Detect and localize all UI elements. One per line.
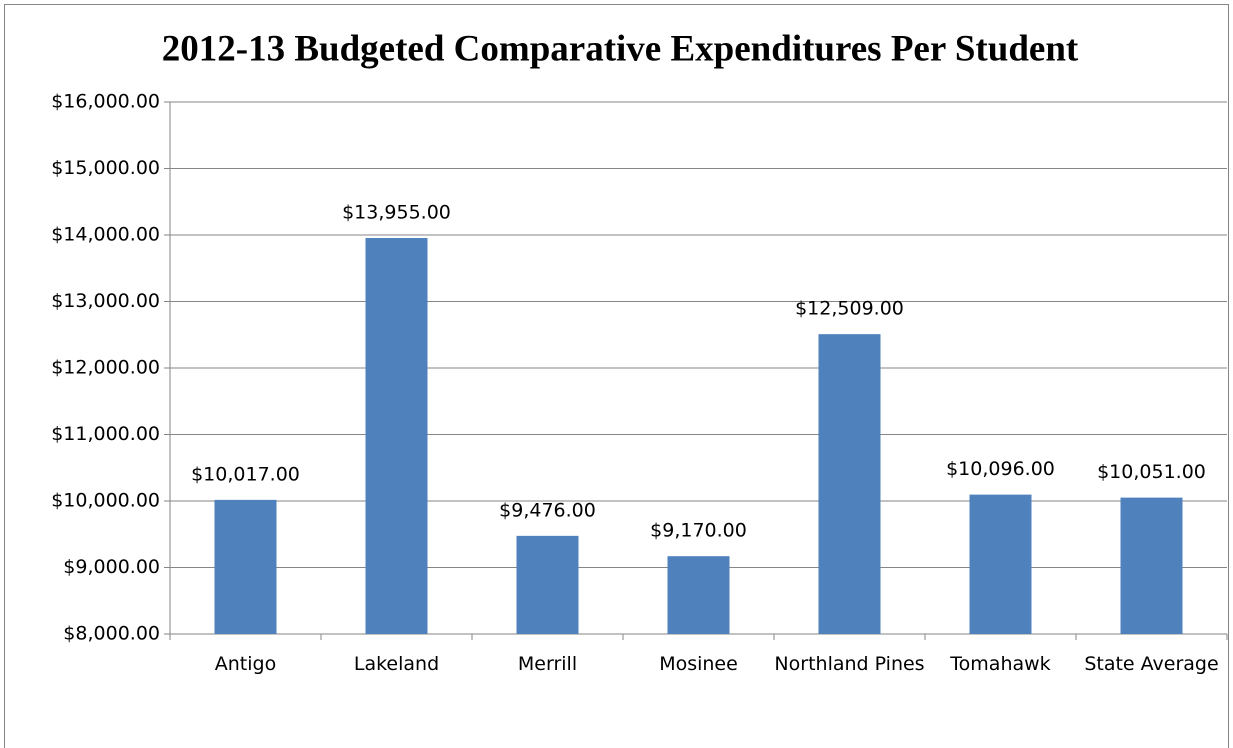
x-tick-label: Merrill	[517, 653, 578, 675]
x-tick-label-box: Lakeland	[353, 653, 440, 675]
x-tick-label: State Average	[1084, 653, 1219, 675]
value-label: $13,955.00	[342, 201, 451, 223]
y-tick-label: $12,000.00	[51, 357, 160, 379]
x-tick-label: Antigo	[214, 653, 277, 675]
bar	[1120, 497, 1183, 634]
x-tick-label-box: Northland Pines	[774, 653, 925, 675]
bar	[667, 556, 730, 634]
value-label: $12,509.00	[795, 298, 904, 320]
bar	[818, 334, 881, 634]
x-tick-label-box: Merrill	[517, 653, 578, 675]
x-tick-label: Northland Pines	[774, 653, 925, 675]
value-label: $9,476.00	[499, 499, 596, 521]
chart-title: 2012-13 Budgeted Comparative Expenditure…	[162, 28, 1079, 69]
y-tick-label: $16,000.00	[51, 91, 160, 113]
value-label: $9,170.00	[650, 520, 747, 542]
chart-frame	[4, 4, 1229, 748]
value-label: $10,017.00	[191, 463, 300, 485]
value-label: $10,096.00	[946, 458, 1055, 480]
bar	[516, 535, 579, 634]
x-tick-label: Tomahawk	[950, 653, 1051, 675]
y-tick-label: $11,000.00	[51, 423, 160, 445]
x-tick-label: Lakeland	[353, 653, 440, 675]
bar	[214, 499, 277, 634]
x-tick-label-box: Tomahawk	[950, 653, 1051, 675]
x-tick-label-box: Antigo	[214, 653, 277, 675]
y-tick-label: $8,000.00	[63, 623, 160, 645]
x-tick-label-box: State Average	[1084, 653, 1219, 675]
y-tick-label: $9,000.00	[63, 556, 160, 578]
y-tick-label: $10,000.00	[51, 490, 160, 512]
value-label: $10,051.00	[1097, 461, 1206, 483]
bar	[365, 237, 428, 634]
y-tick-label: $15,000.00	[51, 157, 160, 179]
x-tick-label: Mosinee	[659, 653, 738, 675]
y-tick-label: $14,000.00	[51, 224, 160, 246]
x-tick-label-box: Mosinee	[659, 653, 738, 675]
y-tick-label: $13,000.00	[51, 290, 160, 312]
bar	[969, 494, 1032, 634]
